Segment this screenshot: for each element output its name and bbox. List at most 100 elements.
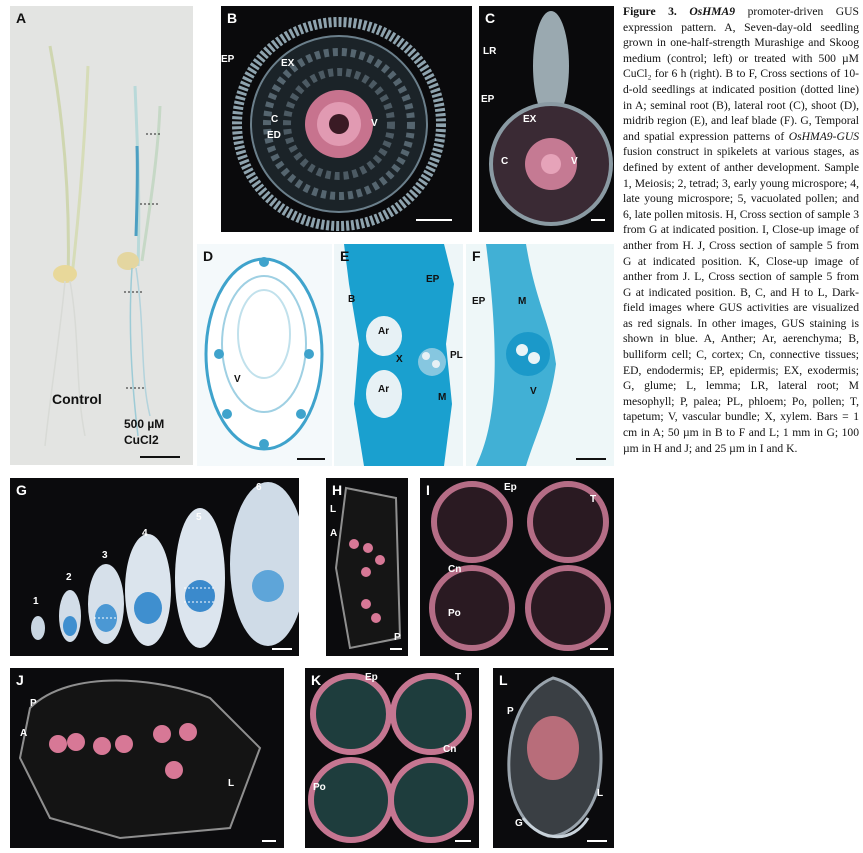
label-c: C xyxy=(271,114,279,125)
label-ex: EX xyxy=(523,114,537,125)
treatment-concentration: 500 µM xyxy=(124,417,165,431)
midrib-section-image xyxy=(344,244,454,466)
label-x: X xyxy=(396,354,403,365)
scale-bar xyxy=(272,648,292,650)
label-p: P xyxy=(30,698,37,709)
label-b: B xyxy=(348,294,356,305)
label-l: L xyxy=(228,778,235,789)
label-m: M xyxy=(518,296,527,307)
label-t: T xyxy=(455,672,462,683)
panel-h-section: H L A P xyxy=(326,478,408,656)
label-ep: Ep xyxy=(365,672,378,683)
label-ep: EP xyxy=(481,94,495,105)
scale-bar xyxy=(590,648,608,650)
panel-letter: G xyxy=(16,482,27,498)
label-g: G xyxy=(515,818,523,829)
spikelet-series-image xyxy=(31,482,299,648)
scale-bar xyxy=(587,840,607,842)
label-pl: PL xyxy=(450,350,463,361)
stage-label-5: 5 xyxy=(196,512,202,523)
label-ed: ED xyxy=(267,130,281,141)
panel-letter: K xyxy=(311,672,322,688)
caption-fusion-construct: OsHMA9-GUS xyxy=(788,129,859,143)
label-lr: LR xyxy=(483,46,497,57)
label-ep: EP xyxy=(221,54,235,65)
seedling-image xyxy=(44,45,162,447)
panel-letter: C xyxy=(485,10,496,26)
label-cn: Cn xyxy=(448,564,462,575)
label-p: P xyxy=(507,706,514,717)
caption-figure-number: Figure 3. xyxy=(623,5,677,18)
label-p: P xyxy=(394,632,401,643)
scale-bar xyxy=(591,219,605,221)
label-m: M xyxy=(438,392,447,403)
label-c: C xyxy=(501,156,509,167)
label-v: V xyxy=(571,156,578,167)
scale-bar xyxy=(455,840,471,842)
anther-closeup-image xyxy=(429,481,611,651)
stage-label-4: 4 xyxy=(142,528,148,539)
stage-label-3: 3 xyxy=(102,550,108,561)
panel-letter: F xyxy=(472,248,481,264)
panel-l-section: L P L G xyxy=(493,668,614,848)
label-ep: EP xyxy=(426,274,440,285)
label-po: Po xyxy=(448,608,461,619)
panel-a-seedlings: A Control 500 µM CuCl2 xyxy=(10,6,193,465)
panel-i-anther-closeup: I Ep T Cn Po xyxy=(420,478,614,656)
panel-letter: L xyxy=(499,672,508,688)
spikelet-section-image xyxy=(334,486,402,650)
label-po: Po xyxy=(313,782,326,793)
panel-f-leaf-blade: F EP M V xyxy=(466,244,614,466)
lateral-root-image xyxy=(489,11,613,226)
scale-bar xyxy=(416,219,452,221)
panel-letter: D xyxy=(203,248,214,264)
root-section-image xyxy=(232,17,446,231)
label-l: L xyxy=(330,504,337,515)
panel-letter: J xyxy=(16,672,24,688)
scale-bar xyxy=(576,458,606,460)
label-a: A xyxy=(330,528,338,539)
scale-bar xyxy=(390,648,402,650)
figure-caption: Figure 3. OsHMA9 promoter-driven GUS exp… xyxy=(623,4,859,456)
panel-letter: B xyxy=(227,10,238,26)
panel-e-midrib: E EP B Ar X PL Ar M xyxy=(334,244,463,466)
treatment-compound: CuCl2 xyxy=(124,433,159,447)
panel-letter: I xyxy=(426,482,430,498)
panel-d-shoot: D V xyxy=(197,244,332,466)
panel-g-spikelets: G 1 2 3 4 5 6 xyxy=(10,478,299,656)
stage-label-2: 2 xyxy=(66,572,72,583)
panel-b-seminal-root: B EP EX C ED V xyxy=(221,6,472,232)
panel-letter: A xyxy=(16,10,27,26)
shoot-section-image xyxy=(204,257,324,451)
label-v: V xyxy=(371,118,378,129)
label-ar-2: Ar xyxy=(378,384,390,395)
palea-lemma-section-image xyxy=(507,676,603,839)
scale-bar xyxy=(297,458,325,460)
anther-closeup-image xyxy=(308,673,474,843)
label-ep: EP xyxy=(472,296,486,307)
label-ep: Ep xyxy=(504,482,517,493)
label-ar: Ar xyxy=(378,326,390,337)
vacuolated-section-image xyxy=(18,679,262,840)
label-cn: Cn xyxy=(443,744,457,755)
caption-gene-name: OsHMA9 xyxy=(689,5,736,18)
stage-label-6: 6 xyxy=(256,482,262,493)
panel-letter: E xyxy=(340,248,350,264)
scale-bar xyxy=(140,456,180,458)
stage-label-1: 1 xyxy=(33,596,39,607)
leaf-blade-image xyxy=(476,244,556,466)
label-a: A xyxy=(20,728,28,739)
caption-text-part2: fusion construct in spikelets at various… xyxy=(623,145,859,455)
panel-letter: H xyxy=(332,482,343,498)
label-ex: EX xyxy=(281,58,295,69)
panel-c-lateral-root: C LR EP EX C V xyxy=(479,6,614,232)
caption-text-part1: promoter-driven GUS expression pattern. … xyxy=(623,5,860,143)
label-t: T xyxy=(590,494,597,505)
label-v: V xyxy=(530,386,537,397)
label-l: L xyxy=(597,788,604,799)
panel-j-section: J P A L xyxy=(10,668,284,848)
scale-bar xyxy=(262,840,276,842)
control-label: Control xyxy=(52,391,102,407)
label-v: V xyxy=(234,374,241,385)
panel-k-anther-closeup: K Ep T Cn Po xyxy=(305,668,479,848)
